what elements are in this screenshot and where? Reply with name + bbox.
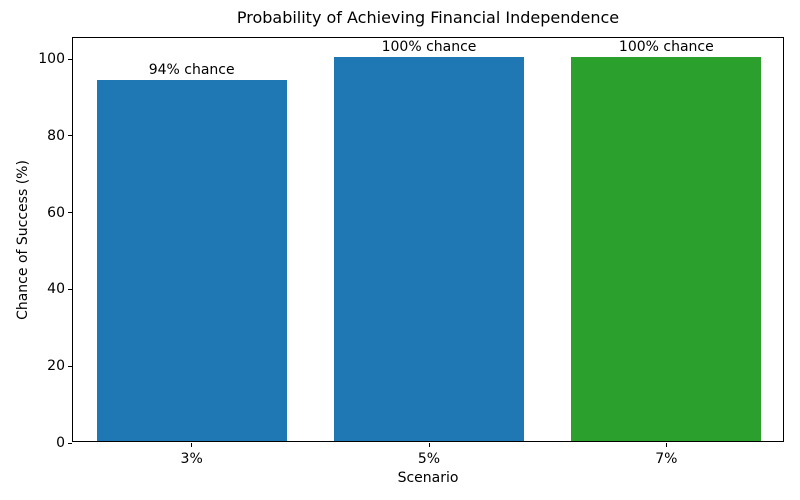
y-tick-label: 0 [56,435,65,451]
y-tick-label: 40 [47,281,65,298]
chart-title: Probability of Achieving Financial Indep… [236,8,620,27]
y-tick-mark [68,58,72,60]
bar [334,57,524,441]
bar-value-label: 100% chance [381,39,477,56]
x-tick-label: 5% [417,451,441,467]
x-tick-mark [665,443,667,447]
y-tick-label: 20 [47,358,65,375]
y-tick-label: 80 [47,127,65,144]
x-axis-label: Scenario [397,470,459,486]
plot-area: 0 20 40 60 80 100 94% chance 3% 100% chance 5% 100… [38,37,784,467]
y-tick-label: 60 [47,204,65,221]
y-tick-mark [68,135,72,137]
x-tick-mark [428,443,430,447]
y-tick-mark [68,442,72,444]
y-tick-mark [68,212,72,214]
y-tick-label: 100 [38,51,65,68]
bar [96,80,287,441]
y-tick-mark [68,288,72,290]
y-tick-mark [68,365,72,367]
x-tick-label: 3% [180,451,203,467]
bar-value-label: 100% chance [618,39,714,56]
bar-value-label: 94% chance [148,62,235,79]
bar [571,57,762,441]
x-tick-mark [191,443,193,447]
x-tick-label: 7% [655,451,678,467]
